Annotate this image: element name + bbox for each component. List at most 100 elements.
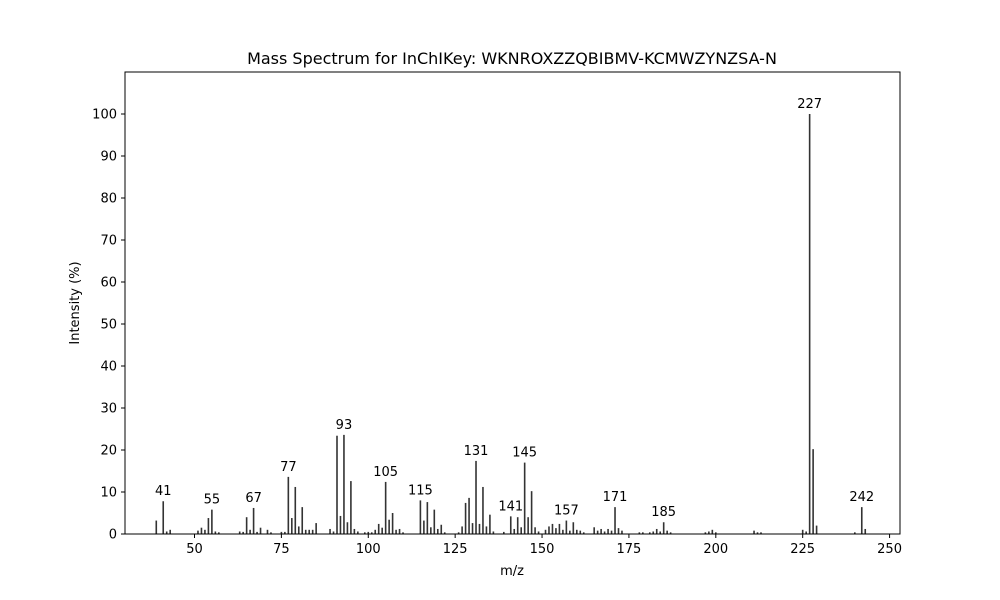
peak-bar-149	[537, 531, 540, 534]
peak-bar-134	[485, 526, 488, 534]
peak-bar-166	[596, 530, 599, 534]
y-tick-label-70: 70	[100, 234, 117, 249]
peak-bar-72	[270, 532, 272, 534]
peak-bar-71	[266, 529, 269, 534]
peak-bar-141	[509, 516, 512, 534]
x-axis-title: m/z	[500, 564, 524, 579]
peak-bar-116	[423, 520, 425, 534]
x-axis-ticks: 50 75 100 125 150 175 200 225 250	[186, 534, 902, 557]
peak-bar-95	[350, 481, 352, 534]
peak-bar-243	[864, 528, 867, 534]
y-axis-title: Intensity (%)	[68, 261, 83, 344]
y-tick-label-80: 80	[100, 192, 117, 207]
peak-bar-146	[527, 517, 529, 534]
peak-bar-159	[572, 522, 575, 534]
peak-bar-76	[284, 531, 286, 534]
x-tick-label-250: 250	[877, 542, 902, 557]
peak-label-41: 41	[155, 484, 172, 499]
peak-bar-152	[548, 526, 550, 534]
peak-label-115: 115	[408, 483, 433, 498]
peak-bar-109	[398, 528, 401, 534]
peak-label-242: 242	[849, 490, 874, 505]
peak-label-145: 145	[512, 446, 537, 461]
peak-label-93: 93	[336, 418, 353, 433]
peak-bar-213	[760, 532, 762, 534]
peak-bar-93	[343, 434, 345, 534]
peak-bar-81	[301, 507, 304, 534]
x-tick-label-175: 175	[617, 542, 642, 557]
peak-bar-117	[426, 502, 429, 534]
peak-bar-53	[204, 529, 206, 534]
peak-bar-142	[513, 528, 516, 534]
peak-bar-181	[648, 532, 651, 534]
peak-bar-242	[860, 507, 863, 534]
peak-bar-43	[169, 529, 171, 534]
peak-bar-198	[708, 531, 710, 534]
peak-bar-197	[704, 532, 707, 534]
peak-bar-122	[443, 532, 446, 534]
x-tick-label-50: 50	[186, 542, 203, 557]
peak-bar-54	[207, 518, 210, 534]
peak-bar-155	[558, 523, 561, 534]
peak-bar-132	[478, 523, 481, 534]
peak-label-55: 55	[204, 493, 221, 508]
peak-bar-56	[214, 531, 217, 534]
peak-bar-136	[492, 531, 495, 534]
y-tick-label-60: 60	[100, 276, 117, 291]
x-tick-label-150: 150	[530, 542, 555, 557]
peak-bar-127	[461, 526, 463, 534]
peak-bar-64	[242, 531, 244, 534]
peak-bar-42	[165, 531, 168, 534]
y-tick-label-0: 0	[109, 528, 117, 543]
peak-bar-63	[238, 531, 241, 534]
peak-bar-57	[218, 532, 220, 534]
peak-bar-171	[614, 507, 616, 534]
peak-labels-group: 41 55 67 77 93 105 115 131 141 145 157 171 185 227 242	[155, 97, 874, 520]
peak-bar-131	[475, 460, 477, 534]
peak-bar-212	[756, 532, 759, 534]
peak-bar-80	[297, 526, 300, 534]
peak-bar-168	[603, 531, 606, 534]
peak-bar-147	[530, 491, 533, 534]
peak-bar-69	[259, 527, 262, 534]
peak-bar-229	[815, 525, 818, 534]
peak-bar-84	[311, 529, 314, 534]
peak-bar-96	[353, 528, 356, 534]
x-tick-label-200: 200	[703, 542, 728, 557]
peak-bar-199	[711, 529, 714, 534]
peak-label-105: 105	[373, 465, 398, 480]
peak-bar-97	[357, 531, 359, 534]
peak-bar-162	[582, 532, 585, 534]
peak-bar-173	[621, 530, 623, 534]
y-tick-label-90: 90	[100, 150, 117, 165]
peak-label-131: 131	[464, 444, 489, 459]
x-tick-label-75: 75	[273, 542, 290, 557]
peak-label-141: 141	[498, 499, 523, 514]
peak-bar-145	[523, 462, 526, 534]
peak-bar-182	[652, 531, 655, 534]
peak-bar-75	[280, 531, 283, 534]
peak-bar-51	[197, 530, 199, 534]
peak-bar-186	[666, 530, 668, 534]
peak-bar-101	[370, 532, 373, 534]
x-tick-label-125: 125	[443, 542, 468, 557]
peak-bar-119	[433, 509, 436, 534]
peak-bar-120	[436, 528, 439, 534]
peak-bar-68	[256, 531, 258, 534]
peak-bar-144	[520, 527, 522, 534]
peak-bar-225	[801, 529, 804, 534]
bars-group	[155, 114, 867, 534]
peak-bar-102	[374, 529, 377, 534]
peak-bar-39	[155, 520, 158, 534]
peak-bar-227	[808, 114, 811, 534]
peak-bar-78	[291, 518, 293, 534]
peak-bar-92	[339, 515, 342, 534]
peak-bar-170	[610, 530, 613, 534]
x-tick-label-225: 225	[790, 542, 815, 557]
peak-label-77: 77	[280, 460, 297, 475]
y-tick-label-40: 40	[100, 360, 117, 375]
peak-bar-133	[482, 486, 484, 534]
peak-bar-90	[332, 531, 335, 534]
peak-bar-129	[468, 497, 470, 534]
peak-bar-94	[346, 522, 349, 534]
